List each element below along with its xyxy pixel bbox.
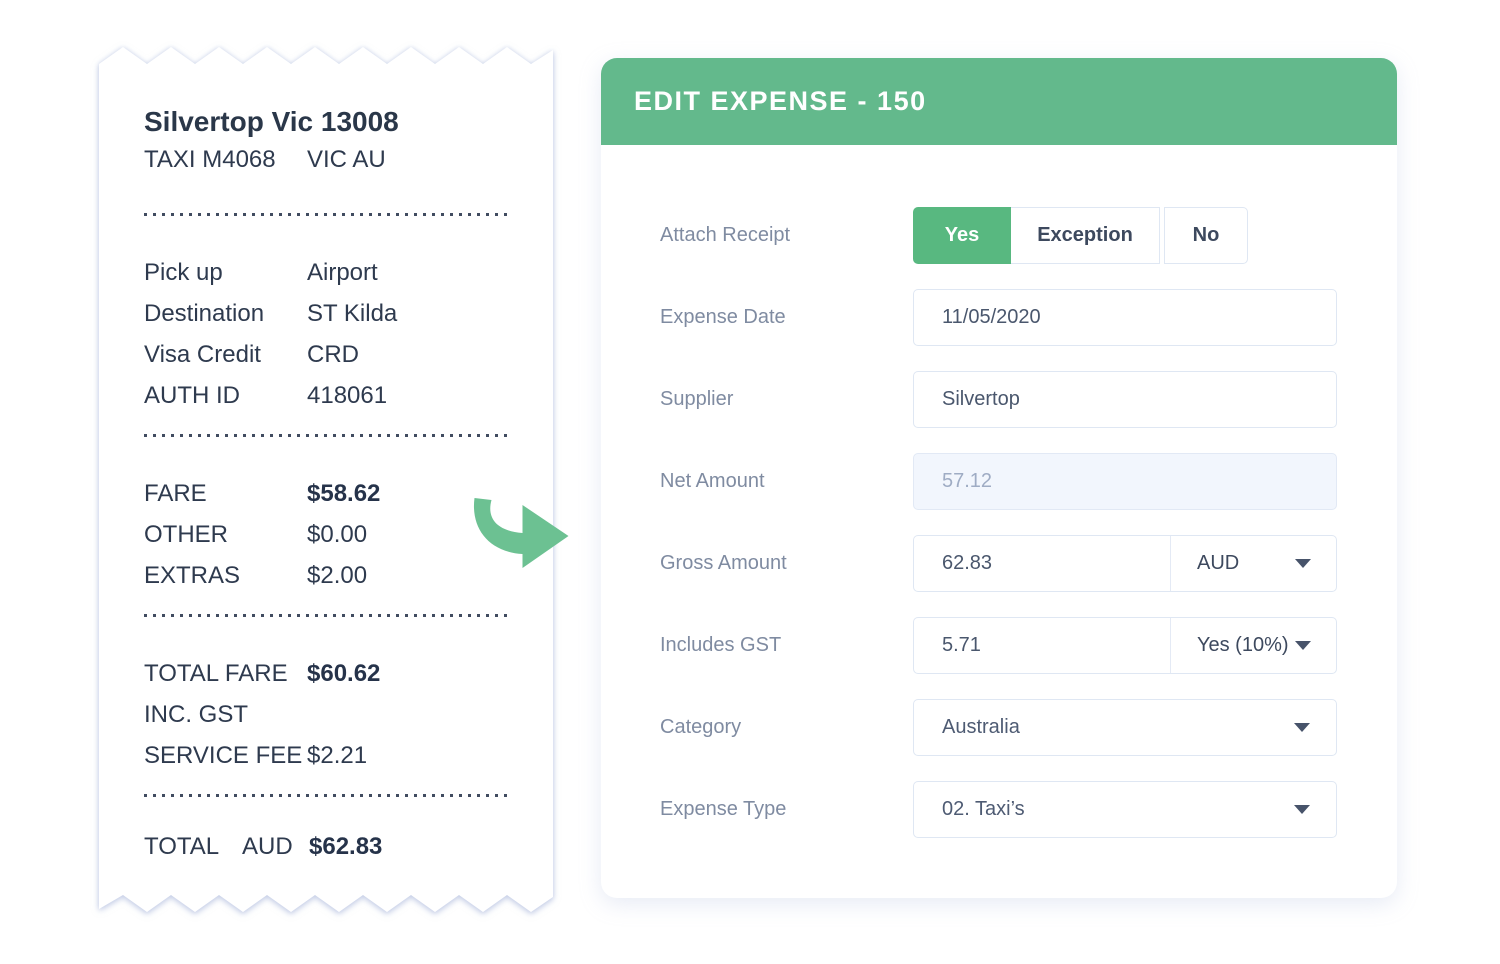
gross-amount-combo: AUD bbox=[913, 535, 1337, 592]
edit-expense-panel: EDIT EXPENSE - 150 Attach Receipt Yes Ex… bbox=[601, 58, 1397, 898]
includes-gst-control: Yes (10%) bbox=[913, 617, 1337, 674]
curved-arrow-icon bbox=[473, 498, 569, 568]
attach-receipt-label: Attach Receipt bbox=[660, 224, 791, 246]
supplier-row: Supplier bbox=[660, 371, 1337, 428]
chevron-down-icon bbox=[1295, 559, 1311, 568]
grand-total-label: TOTAL bbox=[144, 833, 220, 860]
total-value: $60.62 bbox=[307, 659, 381, 687]
receipt-charge-row: OTHER $0.00 bbox=[144, 514, 511, 555]
charge-label: OTHER bbox=[144, 520, 228, 548]
detail-value: CRD bbox=[307, 340, 359, 368]
chevron-down-icon bbox=[1294, 723, 1310, 732]
receipt-subtitle: TAXI M4068 VIC AU bbox=[144, 145, 511, 175]
attach-receipt-control: Yes Exception No bbox=[913, 207, 1337, 264]
receipt-divider bbox=[144, 614, 511, 617]
receipt-total-row: SERVICE FEE $2.21 bbox=[144, 735, 511, 776]
currency-value: AUD bbox=[1197, 552, 1240, 574]
receipt-detail-row: Visa Credit CRD bbox=[144, 334, 511, 375]
detail-label: Pick up bbox=[144, 258, 223, 286]
receipt-charge-row: EXTRAS $2.00 bbox=[144, 555, 511, 596]
chevron-down-icon bbox=[1295, 641, 1311, 650]
expense-type-dropdown[interactable]: 02. Taxi’s bbox=[913, 781, 1337, 838]
receipt-merchant-title: Silvertop Vic 13008 bbox=[144, 106, 399, 137]
detail-value: ST Kilda bbox=[307, 299, 398, 327]
receipt-total-row: TOTAL FARE $60.62 bbox=[144, 653, 511, 694]
attach-receipt-row: Attach Receipt Yes Exception No bbox=[660, 207, 1337, 264]
gross-amount-label: Gross Amount bbox=[660, 552, 787, 574]
charge-label: FARE bbox=[144, 479, 207, 507]
receipt-charge-row: FARE $58.62 bbox=[144, 473, 511, 514]
receipt-region: VIC AU bbox=[307, 146, 386, 173]
category-value: Australia bbox=[942, 716, 1020, 738]
detail-label: AUTH ID bbox=[144, 381, 240, 409]
receipt-trip-details: Pick up Airport Destination ST Kilda Vis… bbox=[144, 252, 511, 416]
total-label: INC. GST bbox=[144, 700, 249, 728]
receipt: Silvertop Vic 13008 TAXI M4068 VIC AU Pi… bbox=[99, 47, 553, 912]
receipt-divider bbox=[144, 794, 511, 797]
net-amount-control bbox=[913, 453, 1337, 510]
charge-label: EXTRAS bbox=[144, 561, 241, 589]
currency-dropdown[interactable]: AUD bbox=[1170, 536, 1336, 591]
chevron-down-icon bbox=[1294, 805, 1310, 814]
detail-label: Visa Credit bbox=[144, 340, 261, 368]
detail-value: 418061 bbox=[307, 381, 388, 409]
detail-value: Airport bbox=[307, 258, 378, 286]
expense-date-control bbox=[913, 289, 1337, 346]
expense-date-row: Expense Date bbox=[660, 289, 1337, 346]
charge-value: $58.62 bbox=[307, 479, 381, 507]
attach-receipt-segmented-control: Yes Exception No bbox=[913, 207, 1337, 264]
gross-amount-row: Gross Amount AUD bbox=[660, 535, 1337, 592]
receipt-totals: TOTAL FARE $60.62 INC. GST SERVICE FEE $… bbox=[144, 653, 511, 776]
receipt-paper: Silvertop Vic 13008 TAXI M4068 VIC AU Pi… bbox=[99, 47, 553, 912]
includes-gst-row: Includes GST Yes (10%) bbox=[660, 617, 1337, 674]
category-row: Category Australia bbox=[660, 699, 1337, 756]
total-label: SERVICE FEE bbox=[144, 741, 303, 769]
grand-total-value: $62.83 bbox=[309, 833, 383, 860]
segment-yes-button[interactable]: Yes bbox=[913, 207, 1011, 264]
includes-gst-label: Includes GST bbox=[660, 634, 782, 656]
net-amount-row: Net Amount bbox=[660, 453, 1337, 510]
receipt-detail-row: Destination ST Kilda bbox=[144, 293, 511, 334]
gst-amount-input[interactable] bbox=[914, 618, 1170, 673]
detail-label: Destination bbox=[144, 299, 265, 327]
grand-total-currency: AUD bbox=[242, 833, 293, 860]
category-dropdown[interactable]: Australia bbox=[913, 699, 1337, 756]
receipt-grand-total: TOTAL AUD $62.83 bbox=[144, 833, 511, 861]
total-value: $2.21 bbox=[307, 741, 368, 769]
gst-rate-dropdown[interactable]: Yes (10%) bbox=[1170, 618, 1336, 673]
charge-value: $2.00 bbox=[307, 561, 368, 589]
gross-amount-control: AUD bbox=[913, 535, 1337, 592]
receipt-taxi-id: TAXI M4068 bbox=[144, 146, 276, 173]
net-amount-label: Net Amount bbox=[660, 470, 765, 492]
gst-rate-value: Yes (10%) bbox=[1197, 634, 1289, 656]
supplier-input[interactable] bbox=[913, 371, 1337, 428]
category-control: Australia bbox=[913, 699, 1337, 756]
includes-gst-combo: Yes (10%) bbox=[913, 617, 1337, 674]
expense-type-row: Expense Type 02. Taxi’s bbox=[660, 781, 1337, 838]
expense-date-label: Expense Date bbox=[660, 306, 786, 328]
expense-type-value: 02. Taxi’s bbox=[942, 798, 1025, 820]
receipt-detail-row: Pick up Airport bbox=[144, 252, 511, 293]
receipt-detail-row: AUTH ID 418061 bbox=[144, 375, 511, 416]
category-label: Category bbox=[660, 716, 742, 738]
charge-value: $0.00 bbox=[307, 520, 368, 548]
gross-amount-input[interactable] bbox=[914, 536, 1170, 591]
panel-header: EDIT EXPENSE - 150 bbox=[601, 58, 1397, 145]
panel-body: Attach Receipt Yes Exception No Expense … bbox=[601, 145, 1397, 838]
panel-title: EDIT EXPENSE - 150 bbox=[634, 86, 927, 116]
supplier-control bbox=[913, 371, 1337, 428]
total-label: TOTAL FARE bbox=[144, 659, 288, 687]
receipt-total-row: INC. GST bbox=[144, 694, 511, 735]
expense-date-input[interactable] bbox=[913, 289, 1337, 346]
expense-type-control: 02. Taxi’s bbox=[913, 781, 1337, 838]
receipt-divider bbox=[144, 434, 511, 437]
net-amount-input bbox=[913, 453, 1337, 510]
segment-exception-button[interactable]: Exception bbox=[1011, 207, 1160, 264]
receipt-divider bbox=[144, 213, 511, 216]
supplier-label: Supplier bbox=[660, 388, 734, 410]
segment-no-button[interactable]: No bbox=[1164, 207, 1248, 264]
receipt-charges: FARE $58.62 OTHER $0.00 EXTRAS $2.00 bbox=[144, 473, 511, 596]
expense-type-label: Expense Type bbox=[660, 798, 787, 820]
